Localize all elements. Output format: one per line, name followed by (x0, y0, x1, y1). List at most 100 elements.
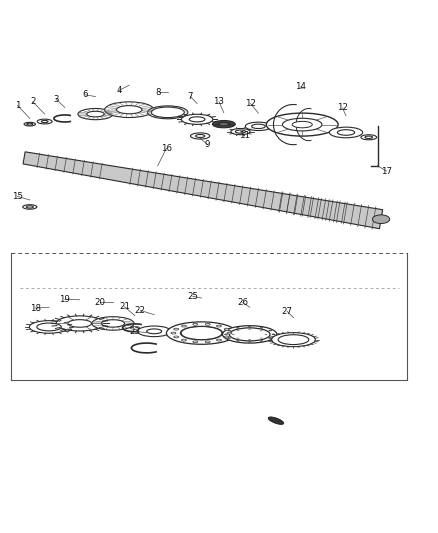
Ellipse shape (148, 106, 188, 119)
Ellipse shape (105, 102, 154, 118)
Ellipse shape (237, 341, 239, 342)
Ellipse shape (151, 107, 184, 118)
Text: 8: 8 (156, 87, 161, 96)
Text: 4: 4 (117, 86, 122, 95)
Ellipse shape (205, 341, 210, 343)
Ellipse shape (237, 327, 239, 328)
Ellipse shape (225, 334, 227, 335)
Ellipse shape (92, 317, 134, 330)
Ellipse shape (227, 332, 232, 334)
Ellipse shape (272, 333, 315, 346)
Text: 1: 1 (15, 101, 20, 110)
Text: 2: 2 (30, 98, 35, 106)
Text: 18: 18 (29, 304, 41, 313)
Text: 20: 20 (94, 298, 106, 307)
Polygon shape (23, 152, 383, 229)
Text: 17: 17 (381, 166, 392, 175)
Ellipse shape (174, 336, 179, 338)
Ellipse shape (283, 118, 322, 131)
Ellipse shape (228, 330, 230, 331)
Ellipse shape (251, 124, 265, 128)
Ellipse shape (260, 330, 262, 331)
Ellipse shape (260, 327, 263, 328)
Ellipse shape (265, 334, 267, 335)
Text: 6: 6 (83, 90, 88, 99)
Ellipse shape (237, 330, 240, 331)
Ellipse shape (181, 327, 222, 340)
Ellipse shape (37, 323, 61, 331)
Ellipse shape (232, 334, 235, 335)
Ellipse shape (171, 332, 176, 334)
Ellipse shape (272, 334, 275, 335)
Ellipse shape (329, 127, 363, 138)
Ellipse shape (181, 325, 187, 327)
Ellipse shape (24, 123, 35, 126)
Ellipse shape (195, 134, 205, 138)
Ellipse shape (337, 130, 355, 135)
Ellipse shape (26, 206, 33, 208)
Ellipse shape (212, 120, 235, 128)
Ellipse shape (189, 117, 205, 122)
Ellipse shape (219, 123, 229, 126)
Ellipse shape (180, 326, 223, 340)
Text: 21: 21 (119, 302, 130, 311)
Text: 7: 7 (188, 92, 193, 101)
Ellipse shape (269, 330, 272, 331)
Text: 26: 26 (237, 298, 248, 307)
Text: 15: 15 (12, 192, 23, 201)
Ellipse shape (181, 114, 213, 124)
Ellipse shape (223, 326, 277, 343)
Ellipse shape (102, 320, 124, 327)
Ellipse shape (68, 320, 92, 327)
Ellipse shape (29, 321, 69, 333)
Ellipse shape (278, 335, 309, 344)
Ellipse shape (224, 336, 229, 338)
Ellipse shape (191, 133, 210, 139)
Text: 27: 27 (281, 306, 293, 316)
Ellipse shape (372, 215, 390, 223)
Ellipse shape (216, 325, 222, 327)
Ellipse shape (230, 328, 270, 341)
Ellipse shape (37, 119, 52, 124)
Text: 11: 11 (239, 132, 250, 141)
Ellipse shape (231, 128, 250, 135)
Text: 12: 12 (245, 99, 256, 108)
Text: 19: 19 (60, 295, 70, 304)
Ellipse shape (166, 322, 237, 344)
Ellipse shape (248, 326, 251, 327)
Text: 3: 3 (53, 95, 59, 104)
Ellipse shape (138, 326, 171, 337)
Ellipse shape (193, 341, 198, 343)
Text: 12: 12 (337, 103, 348, 112)
Text: 23: 23 (129, 327, 141, 336)
Ellipse shape (365, 136, 373, 139)
Ellipse shape (193, 324, 198, 325)
Ellipse shape (56, 316, 103, 331)
Ellipse shape (224, 328, 229, 330)
Ellipse shape (260, 341, 263, 342)
Ellipse shape (216, 339, 222, 341)
Ellipse shape (266, 113, 338, 136)
Ellipse shape (41, 120, 48, 123)
Text: 22: 22 (134, 306, 146, 315)
Ellipse shape (87, 111, 104, 117)
Ellipse shape (78, 109, 113, 120)
Ellipse shape (361, 135, 377, 140)
Text: 16: 16 (161, 144, 172, 153)
Ellipse shape (181, 339, 187, 341)
Ellipse shape (174, 328, 179, 330)
Ellipse shape (205, 324, 210, 325)
Ellipse shape (147, 329, 162, 334)
Text: 25: 25 (187, 292, 198, 301)
Ellipse shape (117, 106, 142, 114)
Ellipse shape (268, 417, 284, 424)
Ellipse shape (236, 130, 245, 133)
Ellipse shape (23, 205, 37, 209)
Text: 14: 14 (295, 83, 306, 92)
Ellipse shape (248, 339, 251, 340)
Ellipse shape (245, 122, 272, 131)
Text: 9: 9 (205, 140, 210, 149)
Ellipse shape (27, 123, 33, 125)
Ellipse shape (292, 122, 312, 128)
Text: 13: 13 (213, 98, 225, 106)
